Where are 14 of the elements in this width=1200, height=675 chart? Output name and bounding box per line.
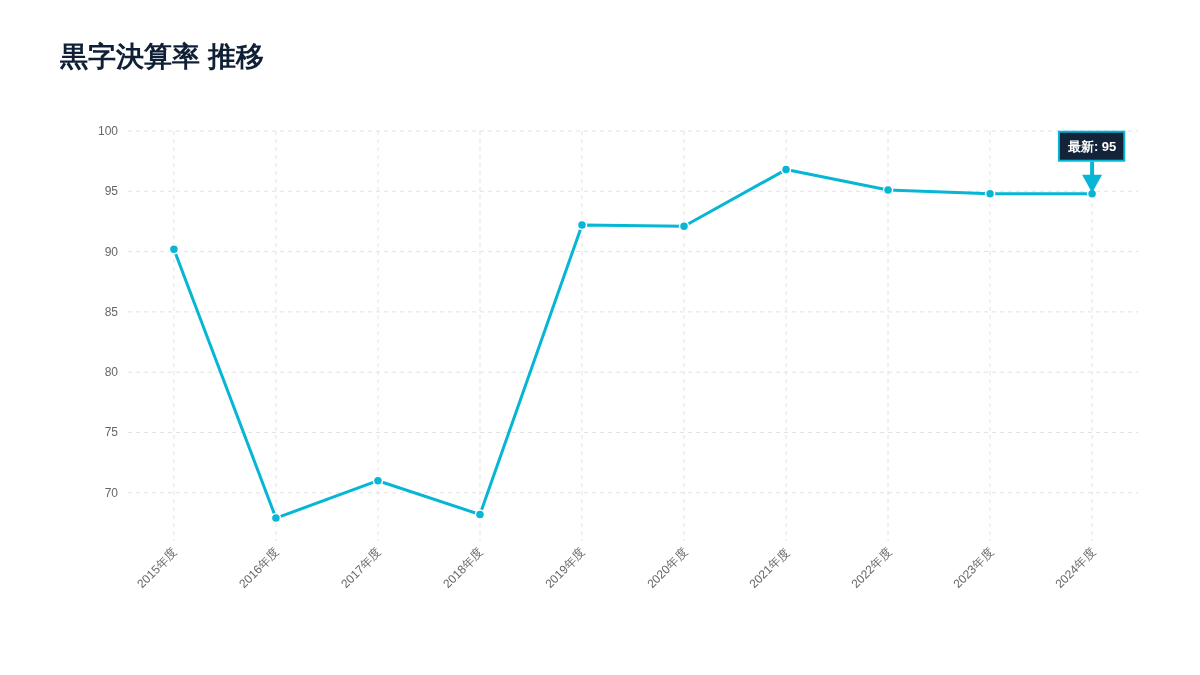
y-tick-label: 90 — [104, 244, 119, 259]
point — [984, 188, 996, 199]
point — [372, 475, 384, 486]
point — [678, 221, 690, 232]
y-tick-label: 80 — [104, 365, 119, 380]
y-tick-label: 100 — [97, 124, 119, 138]
annotation: 最新: 95 — [1066, 138, 1117, 154]
point — [780, 164, 792, 175]
y-tick-label: 70 — [104, 485, 119, 500]
point — [168, 243, 180, 255]
y-tick-label: 95 — [104, 184, 119, 199]
y-tick-label: 75 — [104, 425, 119, 440]
y-tick-label: 85 — [104, 304, 119, 319]
chart-title: 黒字決算率 推移 — [59, 41, 264, 72]
